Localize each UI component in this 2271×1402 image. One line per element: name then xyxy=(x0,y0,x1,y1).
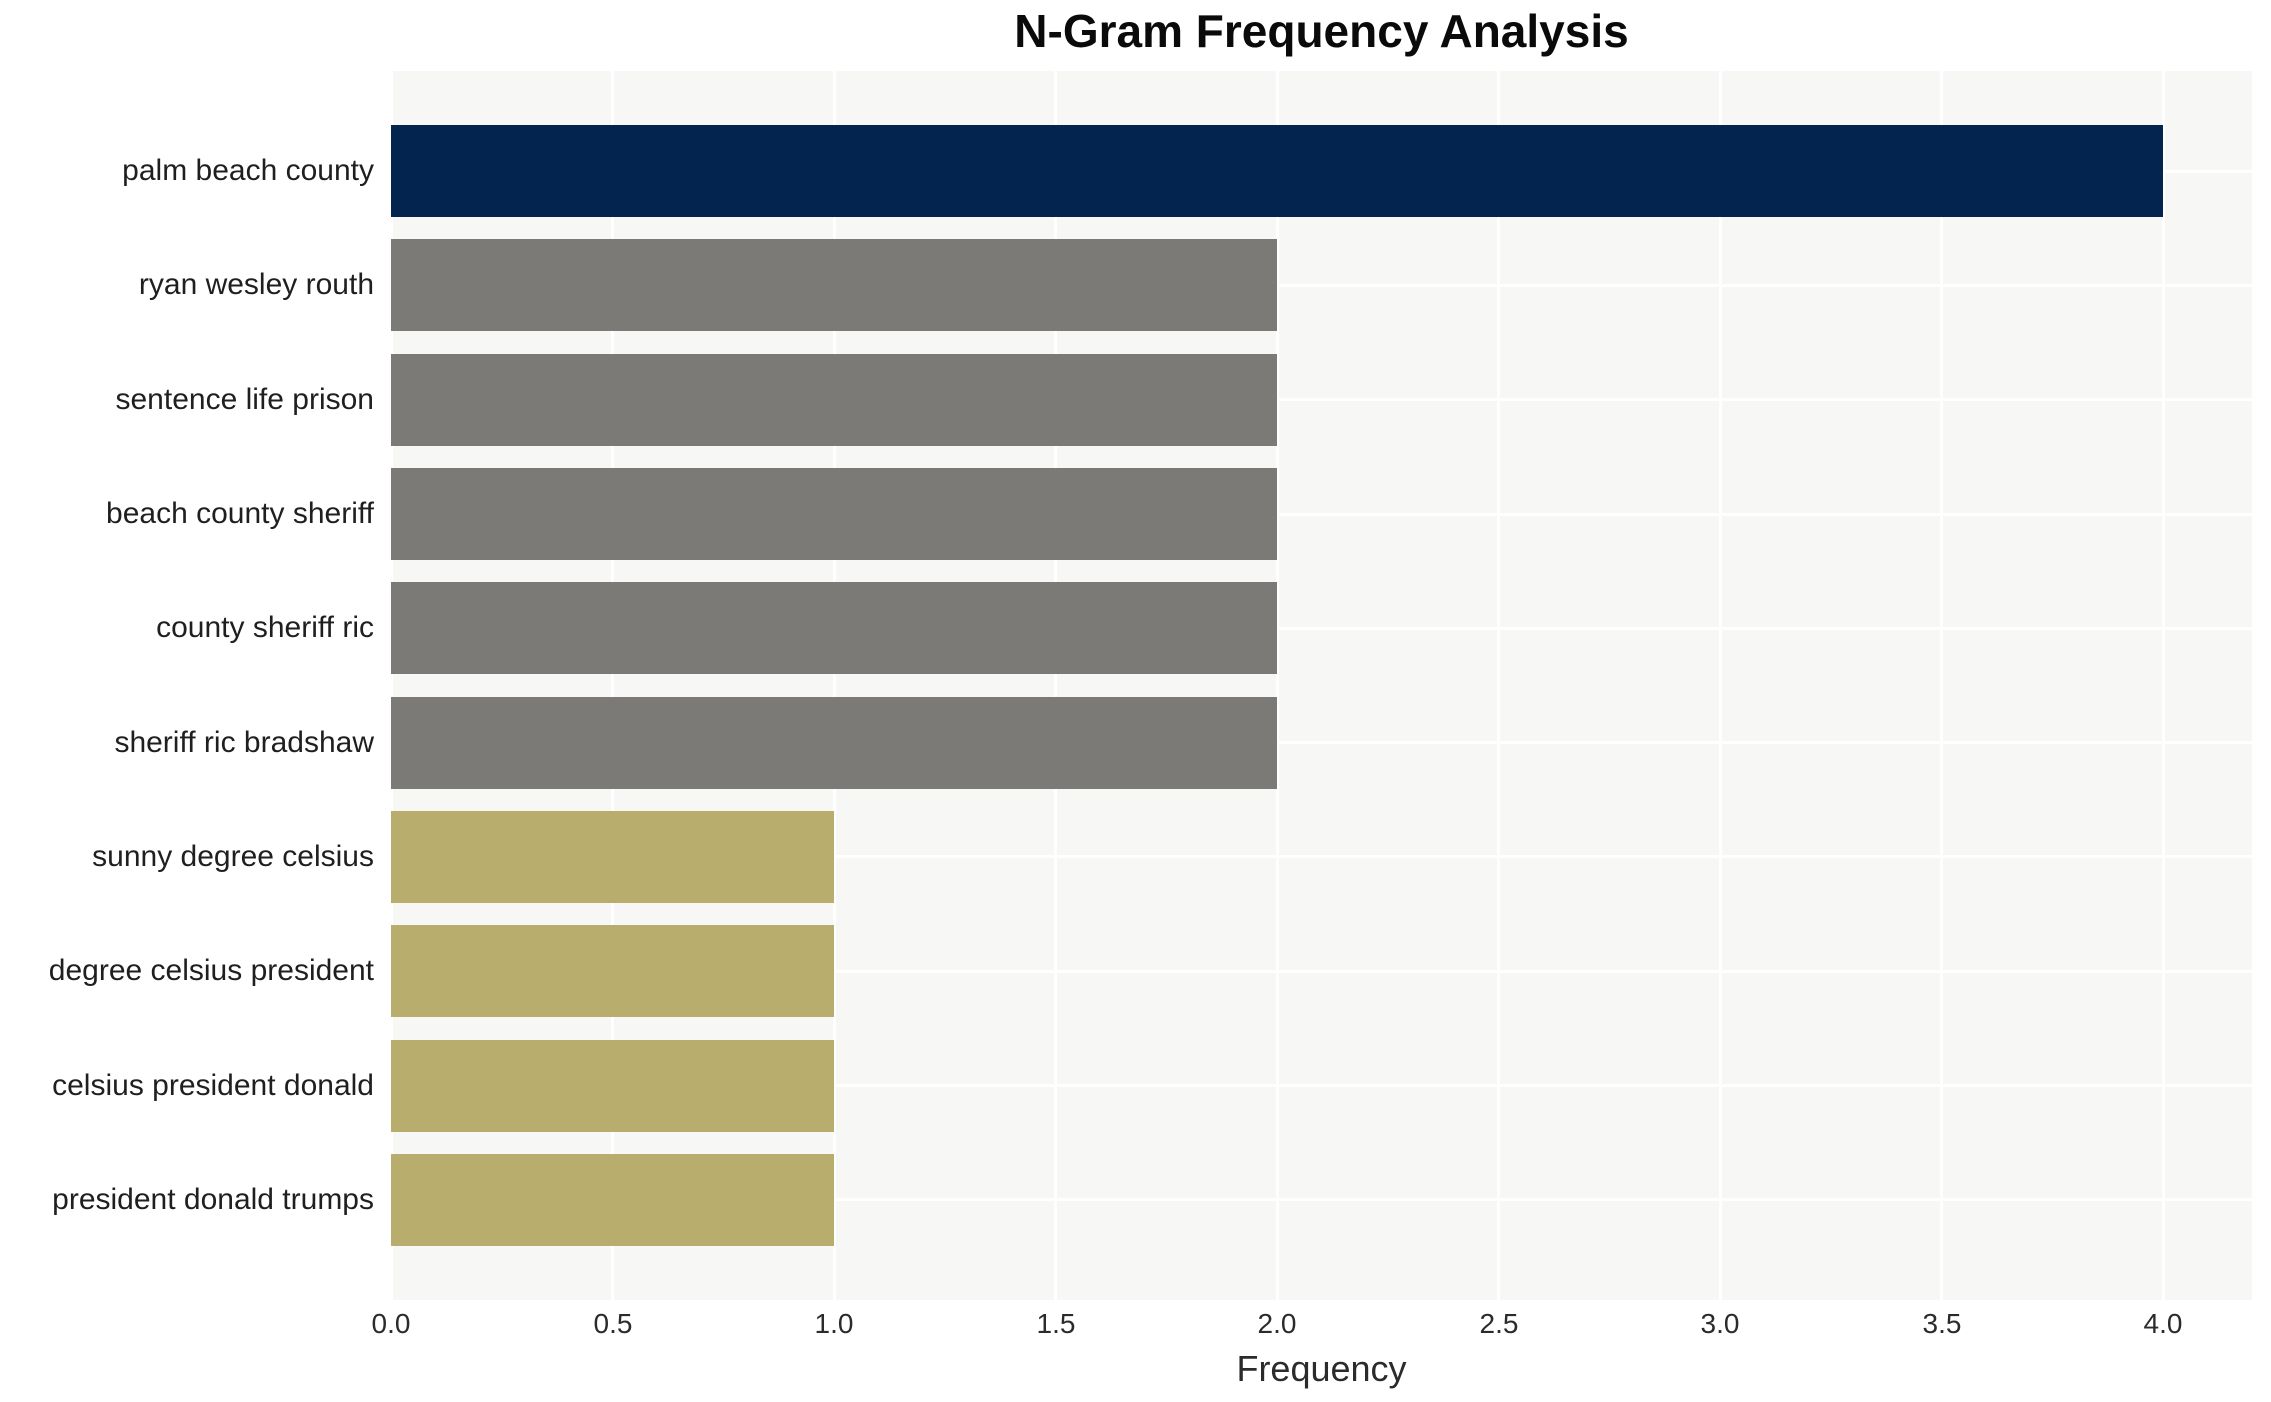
x-tick-label: 0.0 xyxy=(371,1308,411,1339)
x-tick-label: 4.0 xyxy=(2143,1308,2183,1339)
y-gridline xyxy=(391,855,2252,858)
bar-county-sheriff-ric xyxy=(391,582,1277,674)
y-gridline xyxy=(391,1198,2252,1201)
x-tick-label: 3.5 xyxy=(1922,1308,1962,1339)
x-axis-ticks: 0.0 0.5 1.0 1.5 2.0 2.5 3.0 3.5 4.0 xyxy=(372,1308,2252,1348)
category-label: sentence life prison xyxy=(115,383,375,416)
category-label: beach county sheriff xyxy=(106,497,374,530)
chart-title: N-Gram Frequency Analysis xyxy=(1014,5,1629,57)
y-gridline xyxy=(391,1084,2252,1087)
y-axis-labels: palm beach county ryan wesley routh senten… xyxy=(0,71,374,1300)
x-tick-label: 3.0 xyxy=(1700,1308,1740,1339)
category-label: ryan wesley routh xyxy=(138,268,374,301)
x-gridline xyxy=(1497,71,1500,1300)
bar-sheriff-ric-bradshaw xyxy=(391,697,1277,789)
y-gridline xyxy=(391,398,2252,401)
category-label: celsius president donald xyxy=(52,1069,374,1102)
x-tick-label: 0.5 xyxy=(593,1308,633,1339)
bar-sunny-degree-celsius xyxy=(391,811,834,903)
bar-palm-beach-county xyxy=(391,125,2163,217)
plot-area xyxy=(390,71,2252,1300)
bar-ryan-wesley-routh xyxy=(391,239,1277,331)
x-tick-label: 1.0 xyxy=(814,1308,854,1339)
y-gridline xyxy=(391,284,2252,287)
x-gridline xyxy=(390,71,393,1300)
y-gridline xyxy=(391,513,2252,516)
x-gridline xyxy=(611,71,614,1300)
x-tick-label: 2.0 xyxy=(1257,1308,1297,1339)
x-gridline xyxy=(1054,71,1057,1300)
x-gridline xyxy=(1276,71,1279,1300)
x-gridline xyxy=(833,71,836,1300)
bar-president-donald-trumps xyxy=(391,1154,834,1246)
y-gridline xyxy=(391,741,2252,744)
x-gridline xyxy=(2162,71,2165,1300)
category-label: sheriff ric bradshaw xyxy=(114,726,374,759)
bar-sentence-life-prison xyxy=(391,354,1277,446)
bar-beach-county-sheriff xyxy=(391,468,1277,560)
x-axis-label: Frequency xyxy=(1236,1348,1407,1389)
bar-celsius-president-donald xyxy=(391,1040,834,1132)
bar-degree-celsius-president xyxy=(391,925,834,1017)
category-label: degree celsius president xyxy=(48,954,374,987)
x-tick-label: 2.5 xyxy=(1479,1308,1519,1339)
category-label: county sheriff ric xyxy=(156,611,374,644)
y-gridline xyxy=(391,970,2252,973)
category-label: sunny degree celsius xyxy=(92,840,374,873)
y-gridline xyxy=(391,627,2252,630)
category-label: palm beach county xyxy=(122,154,374,187)
x-tick-label: 1.5 xyxy=(1036,1308,1076,1339)
x-gridline xyxy=(1940,71,1943,1300)
category-label: president donald trumps xyxy=(52,1183,374,1216)
x-gridline xyxy=(1719,71,1722,1300)
